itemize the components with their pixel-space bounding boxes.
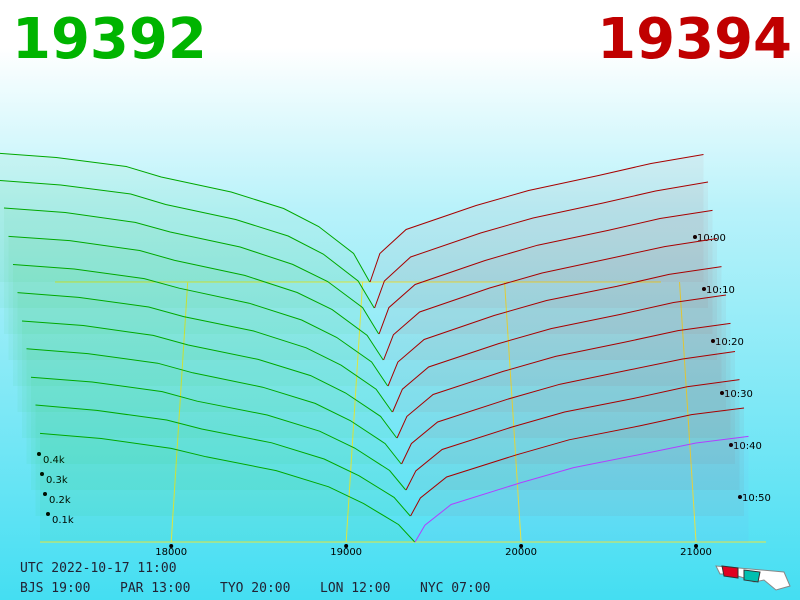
bid-depth-line-area: [4, 208, 379, 334]
ask-depth-line-area: [397, 323, 731, 438]
grid-line: [504, 281, 522, 543]
z-tick-label: 10:50: [742, 493, 771, 504]
grid-line: [679, 281, 697, 543]
ask-depth-line: [374, 181, 709, 309]
y-tick: [37, 452, 41, 456]
x-tick: [694, 544, 699, 548]
clock: TYO 20:00: [220, 581, 290, 596]
utc-time: UTC 2022-10-17 11:00: [20, 561, 177, 576]
bid-depth-line-area: [0, 153, 370, 282]
ask-depth-line: [401, 351, 736, 465]
x-tick-label: 18000: [155, 547, 187, 558]
y-tick-label: 0.4k: [43, 455, 65, 466]
bid-depth-line-area: [26, 348, 402, 464]
bid-depth-line: [0, 152, 371, 283]
bid-depth-line-area: [22, 321, 397, 438]
ask-depth-line-area: [392, 295, 727, 412]
grid-line: [170, 281, 189, 543]
z-tick: [711, 339, 715, 343]
ask-depth-line: [410, 407, 745, 517]
y-tick: [46, 512, 50, 516]
bid-depth-line: [21, 320, 398, 439]
bid-depth-line: [39, 432, 416, 543]
z-tick: [720, 391, 724, 395]
bid-depth-line: [8, 235, 384, 361]
bid-price: 19392: [12, 7, 207, 72]
bid-depth-line: [26, 348, 402, 465]
y-tick-label: 0.1k: [52, 515, 74, 526]
y-tick-label: 0.2k: [49, 495, 71, 506]
bid-depth-line: [0, 180, 375, 309]
ask-depth-line: [378, 209, 713, 335]
z-tick-label: 10:00: [697, 233, 726, 244]
clock: NYC 07:00: [420, 581, 490, 596]
z-tick: [738, 495, 742, 499]
ask-depth-line-area: [374, 182, 709, 308]
bid-depth-line-area: [13, 264, 388, 386]
clock: LON 12:00: [320, 581, 390, 596]
3d-glasses-icon: [715, 565, 791, 591]
x-tick-label: 19000: [330, 547, 362, 558]
ask-depth-line: [383, 238, 718, 361]
z-tick: [702, 287, 706, 291]
ask-depth-line-area: [415, 436, 749, 542]
bid-depth-line: [17, 292, 393, 413]
bid-depth-line-area: [8, 236, 384, 360]
ask-price: 19394: [597, 7, 792, 72]
ask-depth-line-area: [370, 154, 704, 282]
z-tick: [729, 443, 733, 447]
x-tick: [344, 544, 349, 548]
clock: BJS 19:00: [20, 581, 90, 596]
x-tick-label: 20000: [505, 547, 537, 558]
ask-depth-line-area: [388, 266, 722, 386]
x-tick-label: 21000: [680, 547, 712, 558]
y-tick-label: 0.3k: [46, 475, 68, 486]
ask-depth-line: [387, 266, 722, 387]
bid-depth-line: [12, 264, 389, 387]
bid-depth-line-area: [17, 292, 393, 412]
z-tick-label: 10:30: [724, 389, 753, 400]
bid-depth-line-area: [31, 377, 406, 490]
bid-depth-line-area: [0, 180, 375, 308]
bid-depth-line: [35, 404, 411, 517]
grid-line: [345, 281, 364, 543]
z-tick: [693, 235, 697, 239]
clock: PAR 13:00: [120, 581, 190, 596]
ask-depth-line-area: [410, 408, 745, 516]
x-tick: [519, 544, 524, 548]
z-tick-label: 10:20: [715, 337, 744, 348]
y-tick: [43, 492, 47, 496]
bid-depth-line-area: [40, 433, 415, 542]
x-tick: [169, 544, 174, 548]
y-tick: [40, 472, 44, 476]
ask-depth-line: [369, 154, 704, 283]
bid-depth-line: [3, 207, 380, 335]
z-tick-label: 10:10: [706, 285, 735, 296]
ask-depth-line: [392, 294, 727, 413]
ask-depth-line: [414, 435, 749, 543]
ask-depth-line: [396, 322, 731, 439]
ask-depth-line: [405, 379, 740, 491]
bid-depth-line: [30, 376, 407, 491]
z-tick-label: 10:40: [733, 441, 762, 452]
ask-depth-line-area: [406, 379, 740, 490]
